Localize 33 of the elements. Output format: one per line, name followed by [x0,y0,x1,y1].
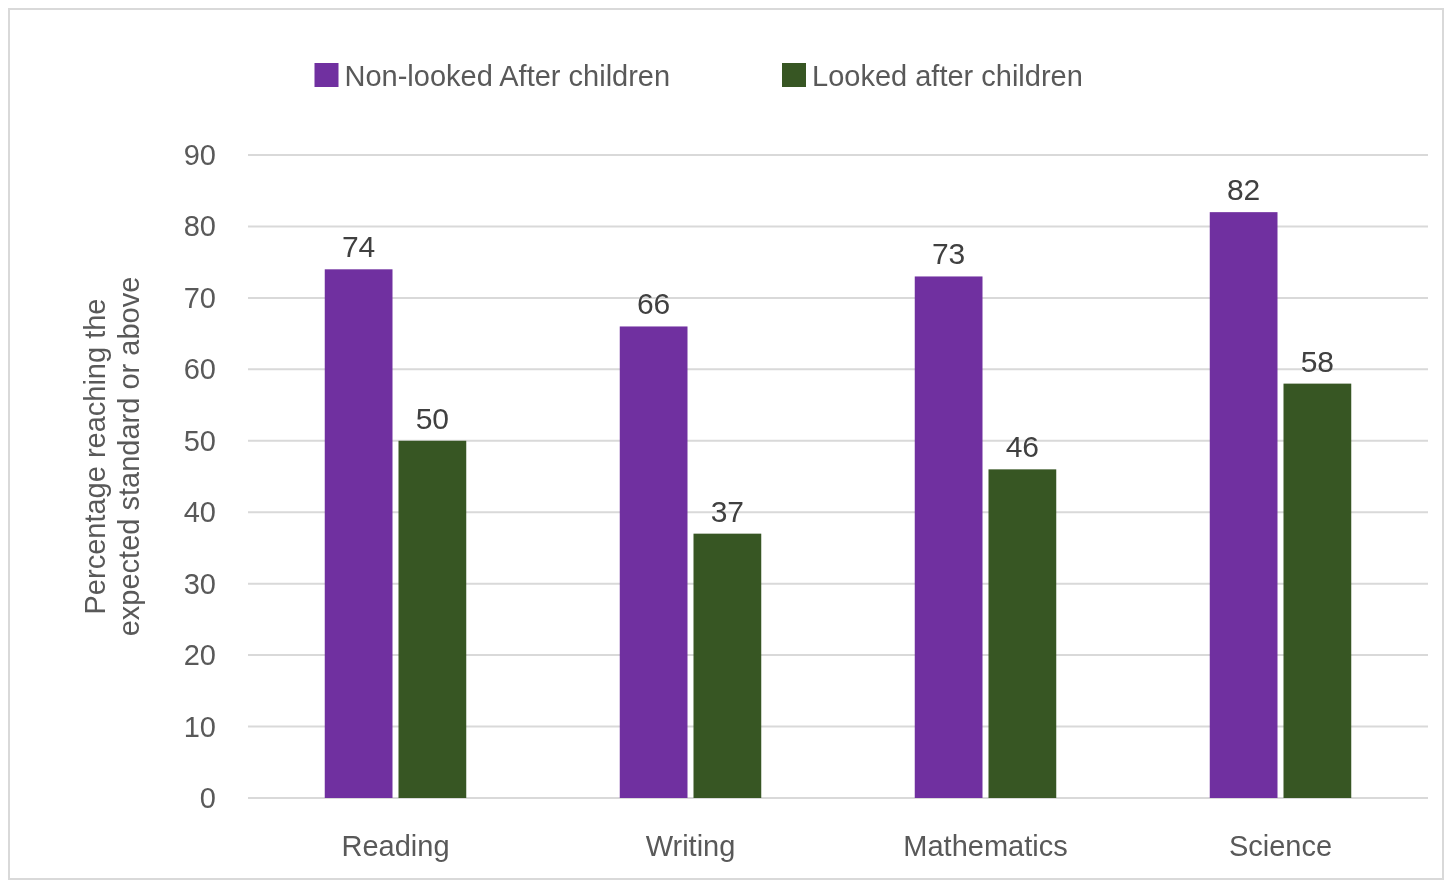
y-tick-label: 40 [183,496,216,529]
y-tick-label: 30 [183,567,216,600]
data-label: 66 [636,287,671,321]
data-label: 46 [1005,430,1040,464]
bar [1209,212,1278,798]
y-tick-label: 80 [183,210,216,243]
y-tick-label: 90 [183,139,216,171]
data-label: 74 [341,230,376,264]
bar [914,276,983,798]
x-tick-label: Reading [341,830,450,862]
y-tick-label: 60 [183,353,216,386]
y-tick-label: 10 [183,710,216,743]
data-label: 58 [1300,344,1335,378]
bar [398,440,467,798]
legend-label: Looked after children [812,60,1083,92]
bar [619,326,688,798]
x-tick-label: Mathematics [903,830,1068,862]
data-label: 73 [931,237,966,271]
x-tick-label: Writing [645,830,736,862]
x-tick-label: Science [1228,830,1333,862]
legend-label: Non-looked After children [344,60,671,92]
y-tick-label: 0 [199,782,216,814]
bar [693,533,762,798]
data-label: 82 [1226,173,1261,207]
data-label: 50 [415,401,450,435]
bar [988,469,1057,798]
y-tick-label: 50 [183,424,216,457]
y-tick-label: 70 [183,281,216,314]
bar [324,269,393,798]
bar [1283,383,1352,798]
y-tick-label: 20 [183,639,216,672]
y-axis-title: Percentage reaching the expected standard or above [79,276,145,637]
data-label: 37 [710,494,745,528]
